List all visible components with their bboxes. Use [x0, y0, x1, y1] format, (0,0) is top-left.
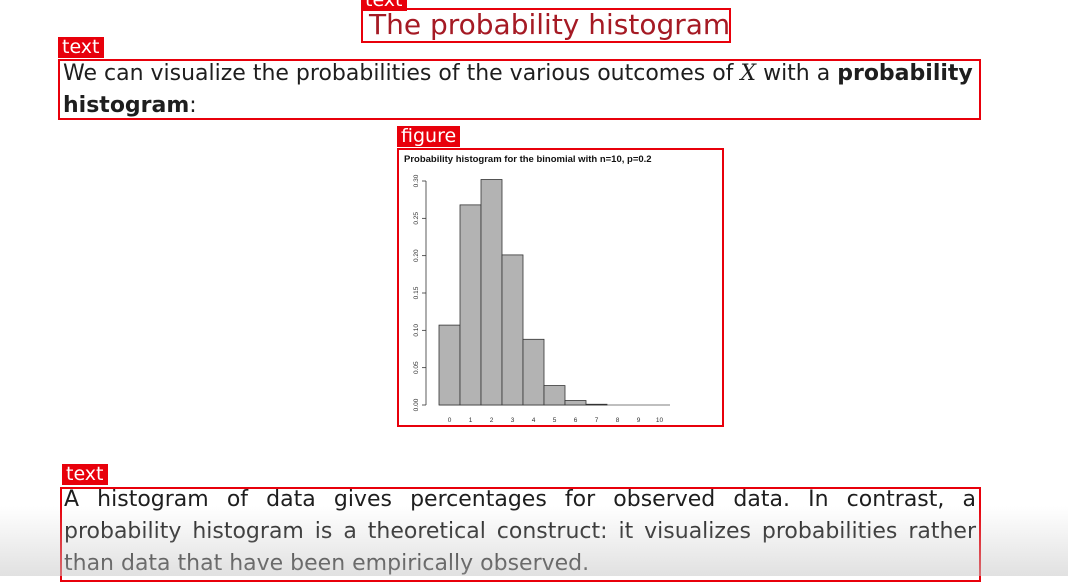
histogram-bar-6 [564, 400, 587, 406]
para1-annotation-tag: text [58, 37, 104, 58]
y-tick-label: 0.20 [413, 249, 420, 262]
intro-text-part1: We can visualize the probabilities of th… [63, 61, 741, 86]
x-tick-label-6: 6 [574, 417, 578, 424]
x-tick-label-5: 5 [553, 417, 557, 424]
slide-title: The probability histogram [369, 8, 731, 41]
y-tick-label: 0.05 [413, 361, 420, 374]
para1-annotation-box [58, 59, 981, 120]
variable-x: X [740, 61, 757, 86]
para2-annotation-tag: text [62, 464, 108, 485]
x-tick-label-2: 2 [490, 417, 494, 424]
chart-title: Probability histogram for the binomial w… [404, 154, 652, 165]
intro-bold-term: probability histogram [63, 61, 973, 118]
x-tick-label-0: 0 [448, 417, 452, 424]
histogram-figure: Probability histogram for the binomial w… [399, 150, 723, 425]
x-tick-label-1: 1 [469, 417, 473, 424]
histogram-bar-3 [501, 254, 524, 406]
x-tick-label-10: 10 [656, 417, 664, 424]
histogram-bar-7 [585, 403, 608, 406]
y-tick-label: 0.15 [413, 286, 420, 299]
y-tick-label: 0.10 [413, 324, 420, 337]
title-annotation-box [361, 8, 731, 43]
histogram-bar-4 [522, 338, 545, 406]
y-tick-label: 0.30 [413, 174, 420, 187]
x-tick-label-3: 3 [511, 417, 515, 424]
intro-paragraph: We can visualize the probabilities of th… [63, 58, 978, 122]
y-tick-label: 0.00 [413, 398, 420, 411]
histogram-chart: Probability histogram for the binomial w… [404, 154, 670, 424]
x-tick-label-8: 8 [616, 417, 620, 424]
y-tick-label: 0.25 [413, 212, 420, 225]
title-annotation-tag: text [361, 0, 407, 11]
x-tick-label-4: 4 [532, 417, 536, 424]
explanation-paragraph: A histogram of data gives percentages fo… [64, 487, 976, 576]
intro-text-part3: : [189, 93, 197, 118]
histogram-bar-5 [543, 385, 566, 406]
figure-annotation-box [397, 148, 724, 427]
x-tick-label-7: 7 [595, 417, 599, 424]
figure-annotation-tag: figure [397, 126, 461, 147]
intro-text-part2: with a [756, 61, 838, 86]
x-tick-label-9: 9 [637, 417, 641, 424]
